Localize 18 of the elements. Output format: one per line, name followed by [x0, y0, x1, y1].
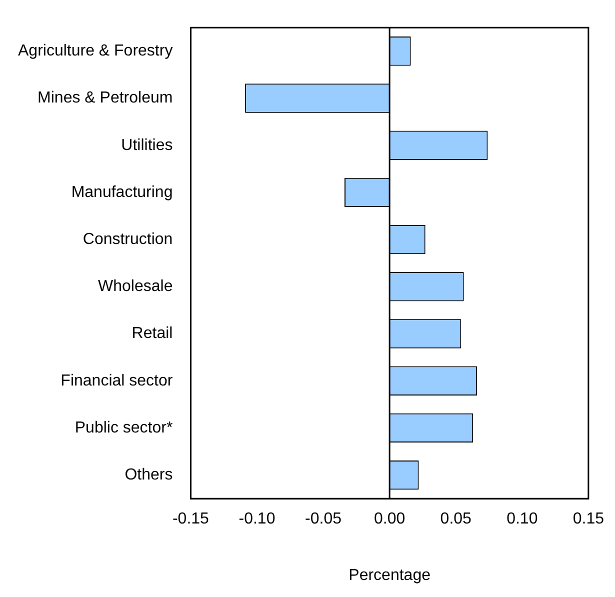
x-tick-label: -0.05 [305, 510, 342, 528]
x-tick-label: -0.10 [238, 510, 276, 528]
y-tick-label: Public sector* [74, 419, 173, 436]
x-tick-label: 0.10 [506, 510, 538, 528]
y-tick-label: Construction [82, 230, 173, 248]
x-tick-label: -0.15 [172, 510, 210, 528]
x-tick-label: 0.00 [374, 510, 406, 528]
x-tick-label: 0.15 [572, 510, 604, 528]
y-tick-label: Mines & Petroleum [38, 90, 173, 107]
y-tick-label: Utilities [121, 136, 173, 154]
y-tick-label: Wholesale [98, 278, 173, 296]
x-axis-title: Percentage [348, 566, 431, 584]
y-tick-label: Retail [132, 325, 173, 342]
y-tick-label: Agriculture & Forestry [18, 42, 173, 60]
x-tick-label: 0.05 [440, 510, 472, 528]
y-tick-label: Financial sector [60, 372, 174, 390]
y-tick-label: Others [124, 466, 173, 484]
y-tick-label: Manufacturing [71, 184, 173, 201]
